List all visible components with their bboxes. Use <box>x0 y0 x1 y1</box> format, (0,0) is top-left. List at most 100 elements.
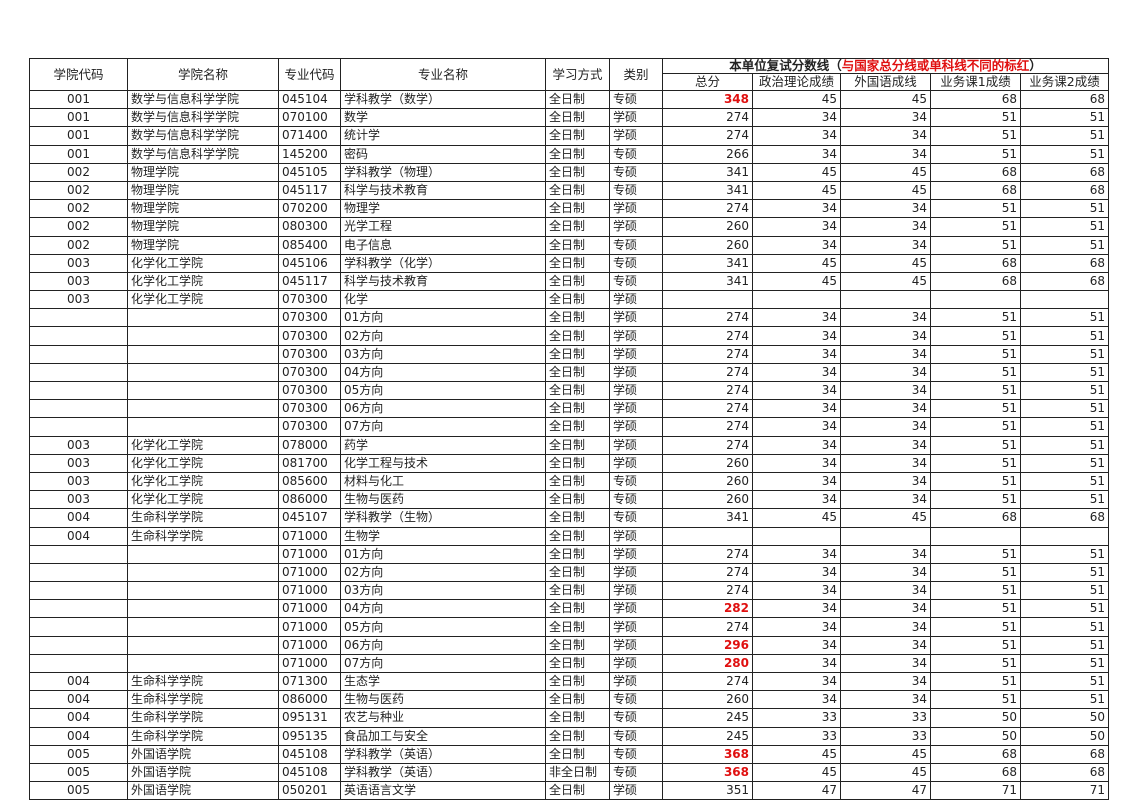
cell-politics: 47 <box>752 781 841 800</box>
cell-major-code: 081700 <box>278 453 341 473</box>
cell-major-code: 145200 <box>278 144 341 164</box>
cell-major-code: 071000 <box>278 526 341 546</box>
cell-study-mode: 全日制 <box>545 544 610 564</box>
cell-foreign-lang: 34 <box>840 308 931 328</box>
cell-course2: 51 <box>1020 326 1109 346</box>
header-major-name: 专业名称 <box>340 58 546 91</box>
cell-course2: 51 <box>1020 308 1109 328</box>
cell-study-mode: 全日制 <box>545 708 610 728</box>
cell-study-mode: 全日制 <box>545 326 610 346</box>
cell-major-name: 生态学 <box>340 671 546 692</box>
cell-study-mode: 全日制 <box>545 180 610 201</box>
cell-major-code: 070100 <box>278 108 341 128</box>
cell-category: 学硕 <box>609 199 663 219</box>
cell-college-code: 004 <box>29 708 128 728</box>
cell-foreign-lang: 45 <box>840 271 931 292</box>
cell-foreign-lang: 34 <box>840 326 931 346</box>
cell-major-code: 070300 <box>278 380 341 401</box>
cell-study-mode: 全日制 <box>545 108 610 128</box>
cell-foreign-lang: 34 <box>840 217 931 237</box>
cell-major-code: 071000 <box>278 635 341 655</box>
cell-major-code: 070300 <box>278 399 341 419</box>
cell-college-name <box>127 399 279 419</box>
header-politics: 政治理论成绩 <box>752 73 841 91</box>
header-study-mode: 学习方式 <box>545 58 610 91</box>
cell-foreign-lang <box>840 290 931 310</box>
cell-major-name: 学科教学（物理） <box>340 162 546 182</box>
cell-total: 274 <box>662 562 753 583</box>
cell-course1: 68 <box>930 162 1021 182</box>
cell-major-name: 化学工程与技术 <box>340 453 546 473</box>
table-row: 003 化学化工学院 078000 药学 全日制 学硕 274 34 34 51 51 <box>29 435 1109 455</box>
cell-major-code: 045117 <box>278 271 341 292</box>
cell-foreign-lang: 34 <box>840 235 931 255</box>
cell-study-mode: 全日制 <box>545 562 610 583</box>
cell-major-code: 050201 <box>278 781 341 800</box>
cell-study-mode: 全日制 <box>545 344 610 364</box>
cell-college-name: 数学与信息科学学院 <box>127 126 279 146</box>
cell-course2: 51 <box>1020 362 1109 383</box>
cell-study-mode: 全日制 <box>545 490 610 510</box>
table-row: 004 生命科学学院 045107 学科教学（生物） 全日制 专硕 341 45 45 68 68 <box>29 508 1109 528</box>
cell-college-code <box>29 417 128 437</box>
table-row: 070300 02方向 全日制 学硕 274 34 34 51 51 <box>29 326 1109 346</box>
cell-total: 274 <box>662 126 753 146</box>
table-row: 003 化学化工学院 045117 科学与技术教育 全日制 专硕 341 45 45 68 68 <box>29 271 1109 292</box>
cell-course1: 71 <box>930 781 1021 800</box>
cell-college-code: 002 <box>29 235 128 255</box>
cell-study-mode: 全日制 <box>545 162 610 182</box>
cell-college-code: 003 <box>29 435 128 455</box>
cell-major-name: 农艺与种业 <box>340 708 546 728</box>
cell-college-code <box>29 617 128 637</box>
cell-course2: 68 <box>1020 762 1109 783</box>
cell-major-code: 078000 <box>278 435 341 455</box>
cell-college-name: 物理学院 <box>127 180 279 201</box>
cell-politics: 34 <box>752 653 841 674</box>
cell-course1 <box>930 290 1021 310</box>
cell-course2: 51 <box>1020 399 1109 419</box>
table-row: 005 外国语学院 045108 学科教学（英语） 非全日制 专硕 368 45 45 68 68 <box>29 762 1109 783</box>
cell-total: 274 <box>662 308 753 328</box>
table-row: 002 物理学院 085400 电子信息 全日制 专硕 260 34 34 51 51 <box>29 235 1109 255</box>
cell-college-code: 003 <box>29 271 128 292</box>
cell-total: 266 <box>662 144 753 164</box>
cell-course2: 51 <box>1020 544 1109 564</box>
table-row: 004 生命科学学院 095131 农艺与种业 全日制 专硕 245 33 33 50 50 <box>29 708 1109 728</box>
cell-college-code <box>29 326 128 346</box>
cell-category: 学硕 <box>609 435 663 455</box>
cell-course2: 68 <box>1020 271 1109 292</box>
cell-study-mode: 全日制 <box>545 417 610 437</box>
cell-study-mode: 全日制 <box>545 690 610 710</box>
cell-major-code: 045108 <box>278 744 341 764</box>
cell-foreign-lang: 34 <box>840 435 931 455</box>
cell-course2: 51 <box>1020 471 1109 492</box>
cell-total: 260 <box>662 235 753 255</box>
cell-course1: 68 <box>930 508 1021 528</box>
cell-college-name: 化学化工学院 <box>127 253 279 273</box>
cell-politics: 34 <box>752 144 841 164</box>
cell-politics: 45 <box>752 89 841 110</box>
cell-major-code: 070300 <box>278 362 341 383</box>
cell-category: 专硕 <box>609 180 663 201</box>
cell-major-code: 071300 <box>278 671 341 692</box>
header-total: 总分 <box>662 73 753 91</box>
cell-college-name: 生命科学学院 <box>127 508 279 528</box>
cell-course2: 51 <box>1020 671 1109 692</box>
cell-politics: 34 <box>752 199 841 219</box>
cell-politics: 45 <box>752 253 841 273</box>
table-row: 002 物理学院 070200 物理学 全日制 学硕 274 34 34 51 51 <box>29 199 1109 219</box>
table-row: 070300 06方向 全日制 学硕 274 34 34 51 51 <box>29 399 1109 419</box>
cell-major-code: 070300 <box>278 290 341 310</box>
cell-study-mode: 全日制 <box>545 126 610 146</box>
cell-course1: 51 <box>930 453 1021 473</box>
cell-course1: 51 <box>930 108 1021 128</box>
table-row: 070300 03方向 全日制 学硕 274 34 34 51 51 <box>29 344 1109 364</box>
cell-course1: 51 <box>930 581 1021 601</box>
cell-course1: 51 <box>930 671 1021 692</box>
cell-course2: 51 <box>1020 435 1109 455</box>
cell-course2: 68 <box>1020 89 1109 110</box>
header-foreign-lang: 外国语成线 <box>840 73 931 91</box>
cell-college-code: 004 <box>29 508 128 528</box>
cell-college-name: 物理学院 <box>127 199 279 219</box>
cell-major-name: 科学与技术教育 <box>340 271 546 292</box>
